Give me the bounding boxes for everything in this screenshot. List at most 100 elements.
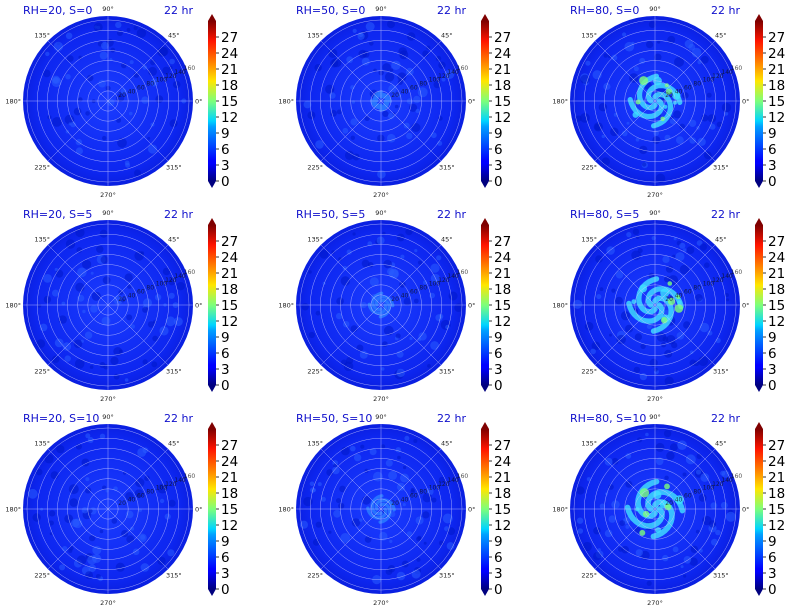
field-speckle — [152, 335, 159, 342]
radial-tick-label: 80 — [419, 285, 427, 292]
panel-time-label: 22 hr — [711, 208, 740, 221]
colorbar-extend-top — [208, 14, 216, 21]
field-speckle — [140, 563, 150, 572]
grid-spoke — [47, 244, 109, 306]
field-speckle — [407, 32, 416, 41]
field-speckle — [162, 66, 170, 75]
colorbar-tick-label: 24 — [221, 46, 238, 62]
field-speckle — [703, 151, 712, 160]
field-speckle — [116, 117, 122, 123]
polar-panel: 204060801001201401600°45°90°135°180°225°… — [5, 412, 238, 607]
field-speckle — [53, 41, 63, 52]
field-speckle — [382, 341, 388, 347]
vortex-arm — [645, 286, 684, 310]
field-speckle — [120, 298, 125, 303]
panel-title: RH=50, S=0 — [296, 4, 365, 17]
angle-tick-label: 0° — [468, 302, 475, 310]
colorbar-tick-label: 3 — [221, 158, 230, 174]
field-speckle — [448, 291, 458, 301]
radial-tick-label: 20 — [118, 500, 126, 507]
field-speckle — [389, 539, 393, 544]
field-speckle — [93, 22, 103, 32]
radial-tick-label: 160 — [457, 473, 469, 480]
polar-panel: 204060801001201401600°45°90°135°180°225°… — [552, 208, 785, 403]
field-speckle — [126, 535, 135, 543]
radial-tick-label: 100 — [703, 485, 715, 492]
field-speckle — [143, 298, 152, 308]
grid-spoke — [47, 100, 109, 162]
angle-tick-label: 315° — [166, 163, 182, 171]
field-speckle — [102, 135, 107, 141]
field-speckle — [365, 22, 375, 31]
field-speckle — [369, 277, 379, 287]
colorbar-tick-label: 18 — [494, 78, 511, 94]
radial-tick-label: 160 — [184, 65, 196, 72]
angle-tick-label: 45° — [715, 32, 727, 40]
panel-title: RH=80, S=5 — [570, 208, 639, 221]
field-speckle — [584, 321, 594, 331]
angle-tick-label: 270° — [647, 191, 663, 199]
field-speckle — [98, 79, 106, 88]
field-speckle — [724, 111, 729, 116]
grid-spoke — [47, 40, 109, 102]
radial-tick-label: 160 — [731, 269, 743, 276]
field-speckle — [64, 355, 71, 362]
field-speckle — [625, 480, 633, 488]
angle-tick-label: 180° — [552, 98, 568, 106]
colorbar-tick-label: 18 — [768, 282, 785, 298]
radial-tick-label: 120 — [165, 277, 177, 284]
field-speckle — [85, 571, 93, 580]
field-speckle — [176, 282, 185, 291]
angle-tick-label: 225° — [34, 367, 50, 375]
field-speckle — [84, 331, 93, 339]
vortex-blob — [632, 111, 639, 118]
field-speckle — [36, 339, 46, 348]
field-speckle — [396, 482, 406, 491]
field-speckle — [596, 294, 602, 300]
field-speckle — [713, 74, 718, 79]
field-speckle — [142, 306, 149, 313]
panel-title: RH=20, S=0 — [23, 4, 92, 17]
angle-tick-label: 225° — [307, 367, 323, 375]
radial-tick-label: 120 — [712, 481, 724, 488]
field-speckle — [85, 477, 90, 482]
colorbar-extend-top — [208, 218, 216, 225]
field-speckle — [707, 114, 717, 123]
grid-spoke — [594, 448, 656, 510]
panel-title: RH=50, S=5 — [296, 208, 365, 221]
field-speckle — [634, 333, 643, 341]
radial-tick-label: 120 — [165, 481, 177, 488]
colorbar-tick-label: 12 — [221, 518, 238, 534]
grid-spoke — [107, 508, 169, 570]
vortex-blob — [664, 503, 672, 511]
grid-spoke — [594, 100, 656, 162]
field-speckle — [144, 475, 150, 482]
field-speckle — [646, 580, 652, 586]
radial-tick-label: 140 — [447, 69, 459, 76]
field-speckle — [73, 107, 82, 116]
field-speckle — [308, 270, 312, 274]
field-speckle — [410, 489, 416, 495]
field-speckle — [635, 138, 640, 142]
angle-tick-label: 135° — [307, 440, 323, 448]
field-speckle — [336, 109, 342, 115]
field-speckle — [77, 294, 85, 302]
field-speckle — [664, 376, 674, 386]
field-speckle — [141, 96, 149, 104]
vortex-blob — [653, 490, 662, 500]
field-speckle — [35, 468, 43, 476]
field-speckle — [593, 122, 603, 132]
angle-tick-label: 90° — [102, 5, 114, 13]
colorbar-tick-label: 18 — [221, 78, 238, 94]
vortex-blob — [664, 483, 670, 490]
field-speckle — [396, 571, 406, 581]
angle-tick-label: 315° — [713, 163, 729, 171]
radial-tick-label: 60 — [410, 492, 418, 499]
field-speckle — [593, 552, 602, 561]
colorbar-tick-label: 12 — [768, 110, 785, 126]
radial-tick-label: 140 — [174, 273, 186, 280]
field-speckle — [113, 373, 120, 380]
grid-spoke — [594, 40, 656, 102]
colorbar-tick-label: 0 — [494, 174, 503, 190]
colorbar-tick-label: 0 — [768, 582, 777, 598]
